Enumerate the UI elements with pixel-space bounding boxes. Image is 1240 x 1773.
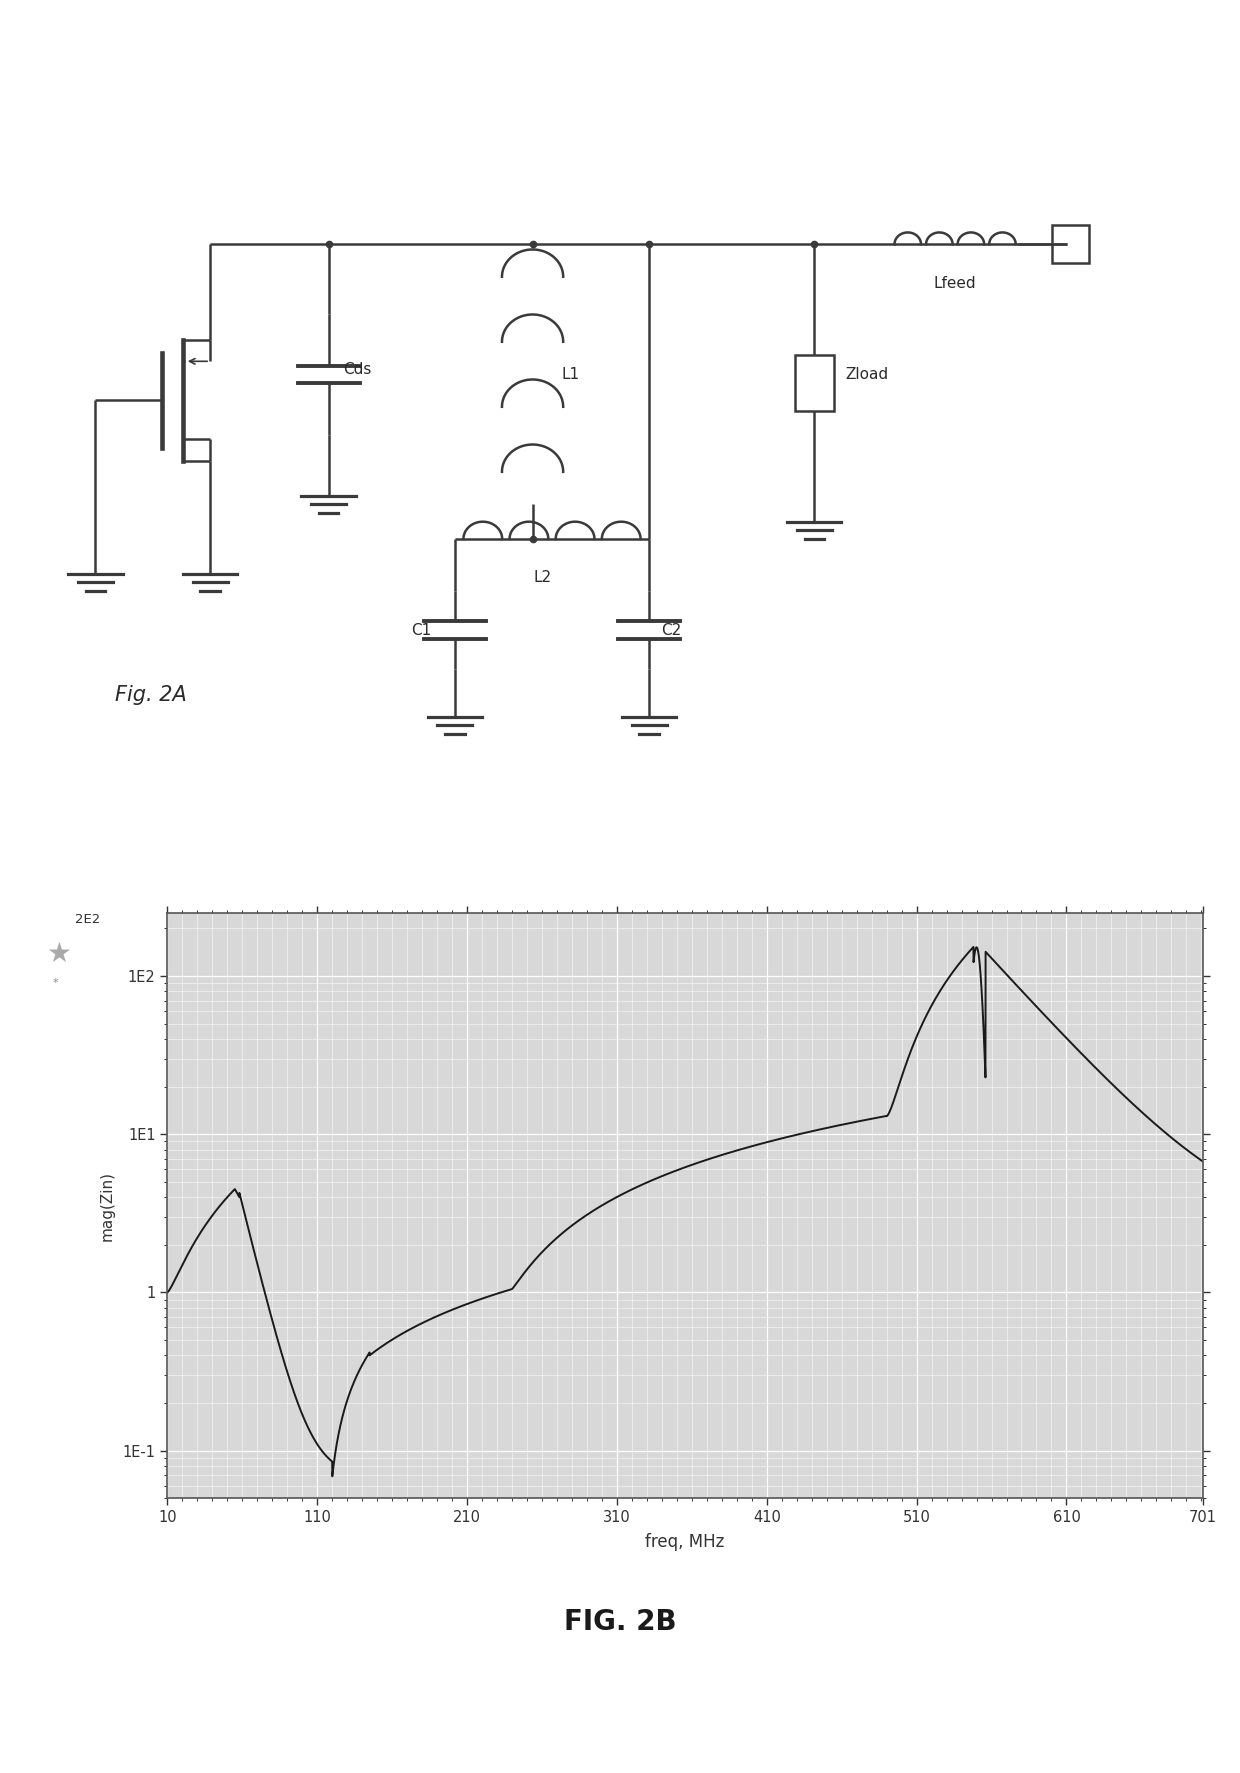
- Text: 2E2: 2E2: [74, 913, 100, 926]
- Bar: [1053, 225, 1089, 264]
- X-axis label: freq, MHz: freq, MHz: [645, 1534, 725, 1551]
- Bar: [795, 355, 833, 411]
- Text: Lfeed: Lfeed: [934, 277, 976, 291]
- Text: Zload: Zload: [846, 367, 889, 381]
- Y-axis label: mag(Zin): mag(Zin): [99, 1170, 114, 1241]
- Text: Cds: Cds: [343, 362, 372, 378]
- Text: L1: L1: [562, 367, 580, 381]
- Text: C2: C2: [661, 622, 681, 638]
- Text: Fig. 2A: Fig. 2A: [115, 684, 187, 706]
- Text: L2: L2: [533, 571, 552, 585]
- Text: *: *: [53, 979, 58, 988]
- Text: FIG. 2B: FIG. 2B: [564, 1608, 676, 1636]
- Text: ★: ★: [46, 940, 71, 968]
- Text: C1: C1: [412, 622, 432, 638]
